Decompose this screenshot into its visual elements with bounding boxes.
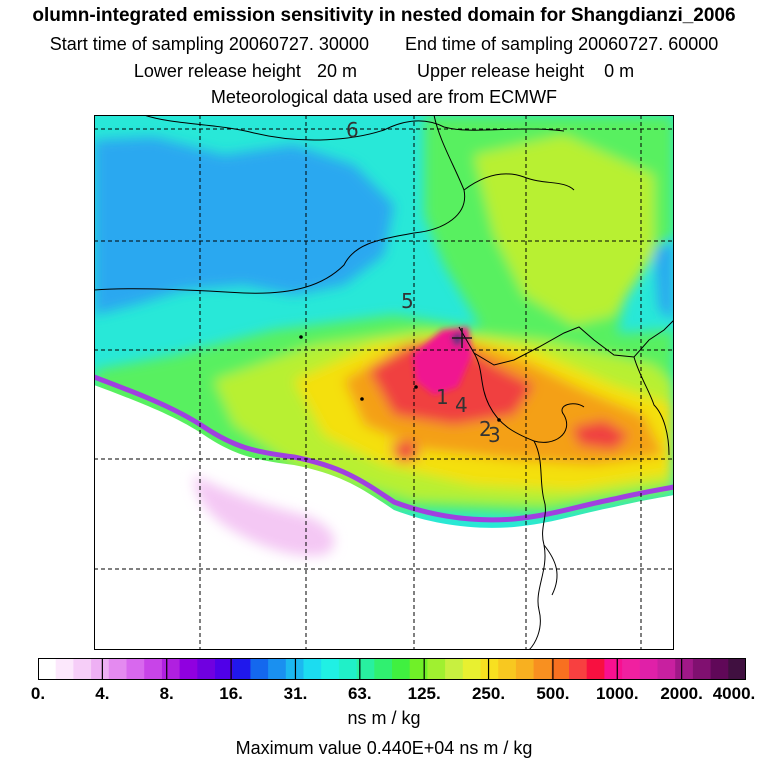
map-label-5: 5 [401,289,414,313]
legend-swatch [197,658,216,680]
map-label-1: 1 [436,385,449,409]
legend-tick-label: 125. [407,684,441,703]
red-region-east [572,420,629,450]
legend-swatch [73,658,92,680]
sensitivity-map: 6 5 1 4 2 3 [94,115,674,650]
map-label-2: 2 [479,417,492,441]
legend-swatch [586,658,605,680]
legend-swatch [268,658,287,680]
legend-swatch [215,658,234,680]
purple-boundary-edge [94,374,674,523]
start-time-label: Start time of sampling [49,34,224,54]
legend-tick-label: 63. [347,684,372,703]
map-frame [94,115,674,650]
legend-swatch [657,658,676,680]
upper-release-label: Upper release height [417,61,585,81]
grid-point-markers [299,335,501,422]
sampling-times: Start time of sampling 20060727. 30000 E… [0,33,768,55]
legend-tick-label: 1000. [596,684,639,703]
legend-tick-label: 0. [30,684,46,703]
legend-frame [38,658,746,680]
legend-tick-label: 4. [95,684,110,703]
release-heights: Lower release height 20 m Upper release … [0,60,768,82]
map-title: olumn-integrated emission sensitivity in… [32,5,736,26]
color-scale-legend [38,658,746,680]
coastline-borders [94,115,674,650]
no-data-white-region [94,385,674,650]
legend-swatch [108,658,128,680]
legend-swatch [250,658,269,680]
peak-sensitivity-region [450,331,464,347]
mid-sensitivity-yellowgreen-region [474,135,654,325]
legend-swatch [445,658,464,680]
legend-swatch [569,658,588,680]
end-time-label: End time of sampling [405,34,574,54]
legend-swatch [232,658,251,680]
maximum-value: Maximum value 0.440E+04 ns m / kg [0,738,768,759]
legend-swatch [55,658,74,680]
map-label-6: 6 [346,118,359,142]
legend-swatch [639,658,659,680]
lower-release-label: Lower release height [133,61,301,81]
map-gridlines [94,115,674,650]
legend-swatch [338,658,358,680]
legend-swatch [161,658,181,680]
legend-swatch [392,658,411,680]
pink-plume-south [194,475,335,556]
legend-swatch [604,658,623,680]
max-value-units: ns m / kg [459,738,533,758]
map-label-3: 3 [488,423,501,447]
legend-tick-label: 250. [471,684,506,703]
red-region-south [390,440,420,463]
upper-release-value: 0 m [604,61,635,81]
legend-swatch [91,658,110,680]
legend-swatch [356,658,375,680]
legend-swatch [622,658,641,680]
legend-swatch [480,658,499,680]
legend-swatch [675,658,694,680]
legend-tick-label: 4000. [712,684,756,703]
legend-tick-label: 16. [219,684,243,703]
legend-swatch [374,658,393,680]
legend-swatch [498,658,517,680]
legend-swatch [710,658,729,680]
station-marker [452,328,472,348]
legend-swatch [409,658,428,680]
legend-swatch [38,658,57,680]
legend-swatch [692,658,712,680]
legend-swatch [321,658,340,680]
end-time-value: 20060727. 60000 [578,34,719,54]
legend-swatch [462,658,482,680]
legend-swatch [126,658,145,680]
legend-tick-label: 2000. [660,684,703,703]
legend-units: ns m / kg [347,708,421,728]
legend-swatch [303,658,322,680]
max-value-number: 0.440E+04 [366,738,455,758]
legend-swatch [551,658,570,680]
legend-swatch [179,658,198,680]
max-value-label: Maximum value [235,738,362,758]
low-sensitivity-blue-region [94,137,394,315]
map-label-4: 4 [455,393,468,417]
legend-swatch [533,658,552,680]
met-data-source: Meteorological data used are from ECMWF [210,87,558,107]
legend-tick-label: 31. [283,684,308,703]
low-sensitivity-blue-east [654,240,674,320]
legend-swatch [144,658,163,680]
legend-swatch [728,658,746,680]
legend-swatch [515,658,535,680]
legend-tick-labels: 0. 4. 8. 16. 31. 63. 125. 250. 500. 1000. 2000. 400… [0,684,768,704]
legend-tick-label: 8. [159,684,174,703]
lower-release-value: 20 m [316,61,357,81]
legend-swatch [427,658,446,680]
legend-tick-label: 500. [536,684,570,703]
start-time-value: 20060727. 30000 [228,34,369,54]
